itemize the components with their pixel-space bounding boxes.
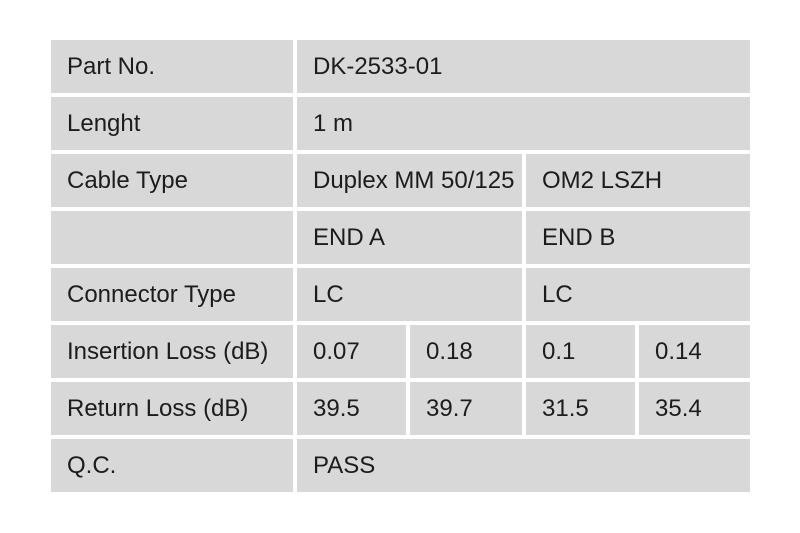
part-no-label: Part No.: [51, 40, 293, 93]
table-row-return-loss: Return Loss (dB) 39.5 39.7 31.5 35.4: [51, 382, 750, 435]
cable-type-value-b: OM2 LSZH: [526, 154, 750, 207]
table-row-qc: Q.C. PASS: [51, 439, 750, 492]
table-row-insertion-loss: Insertion Loss (dB) 0.07 0.18 0.1 0.14: [51, 325, 750, 378]
end-b-header: END B: [526, 211, 750, 264]
ends-header-empty-cell: [51, 211, 293, 264]
connector-type-end-a: LC: [297, 268, 522, 321]
insertion-loss-label: Insertion Loss (dB): [51, 325, 293, 378]
qc-value: PASS: [297, 439, 750, 492]
cable-type-label: Cable Type: [51, 154, 293, 207]
cable-type-value-a: Duplex MM 50/125: [297, 154, 522, 207]
return-loss-a1: 39.5: [297, 382, 406, 435]
connector-type-label: Connector Type: [51, 268, 293, 321]
qc-label: Q.C.: [51, 439, 293, 492]
insertion-loss-a2: 0.18: [410, 325, 522, 378]
table-row-length: Lenght 1 m: [51, 97, 750, 150]
length-value: 1 m: [297, 97, 750, 150]
return-loss-b2: 35.4: [639, 382, 750, 435]
table-row-cable-type: Cable Type Duplex MM 50/125 OM2 LSZH: [51, 154, 750, 207]
return-loss-a2: 39.7: [410, 382, 522, 435]
insertion-loss-b2: 0.14: [639, 325, 750, 378]
end-a-header: END A: [297, 211, 522, 264]
table-row-ends-header: END A END B: [51, 211, 750, 264]
length-label: Lenght: [51, 97, 293, 150]
insertion-loss-b1: 0.1: [526, 325, 635, 378]
cable-spec-table: Part No. DK-2533-01 Lenght 1 m Cable Typ…: [47, 36, 754, 496]
part-no-value: DK-2533-01: [297, 40, 750, 93]
return-loss-label: Return Loss (dB): [51, 382, 293, 435]
connector-type-end-b: LC: [526, 268, 750, 321]
insertion-loss-a1: 0.07: [297, 325, 406, 378]
return-loss-b1: 31.5: [526, 382, 635, 435]
table-row-connector-type: Connector Type LC LC: [51, 268, 750, 321]
table-row-part-no: Part No. DK-2533-01: [51, 40, 750, 93]
